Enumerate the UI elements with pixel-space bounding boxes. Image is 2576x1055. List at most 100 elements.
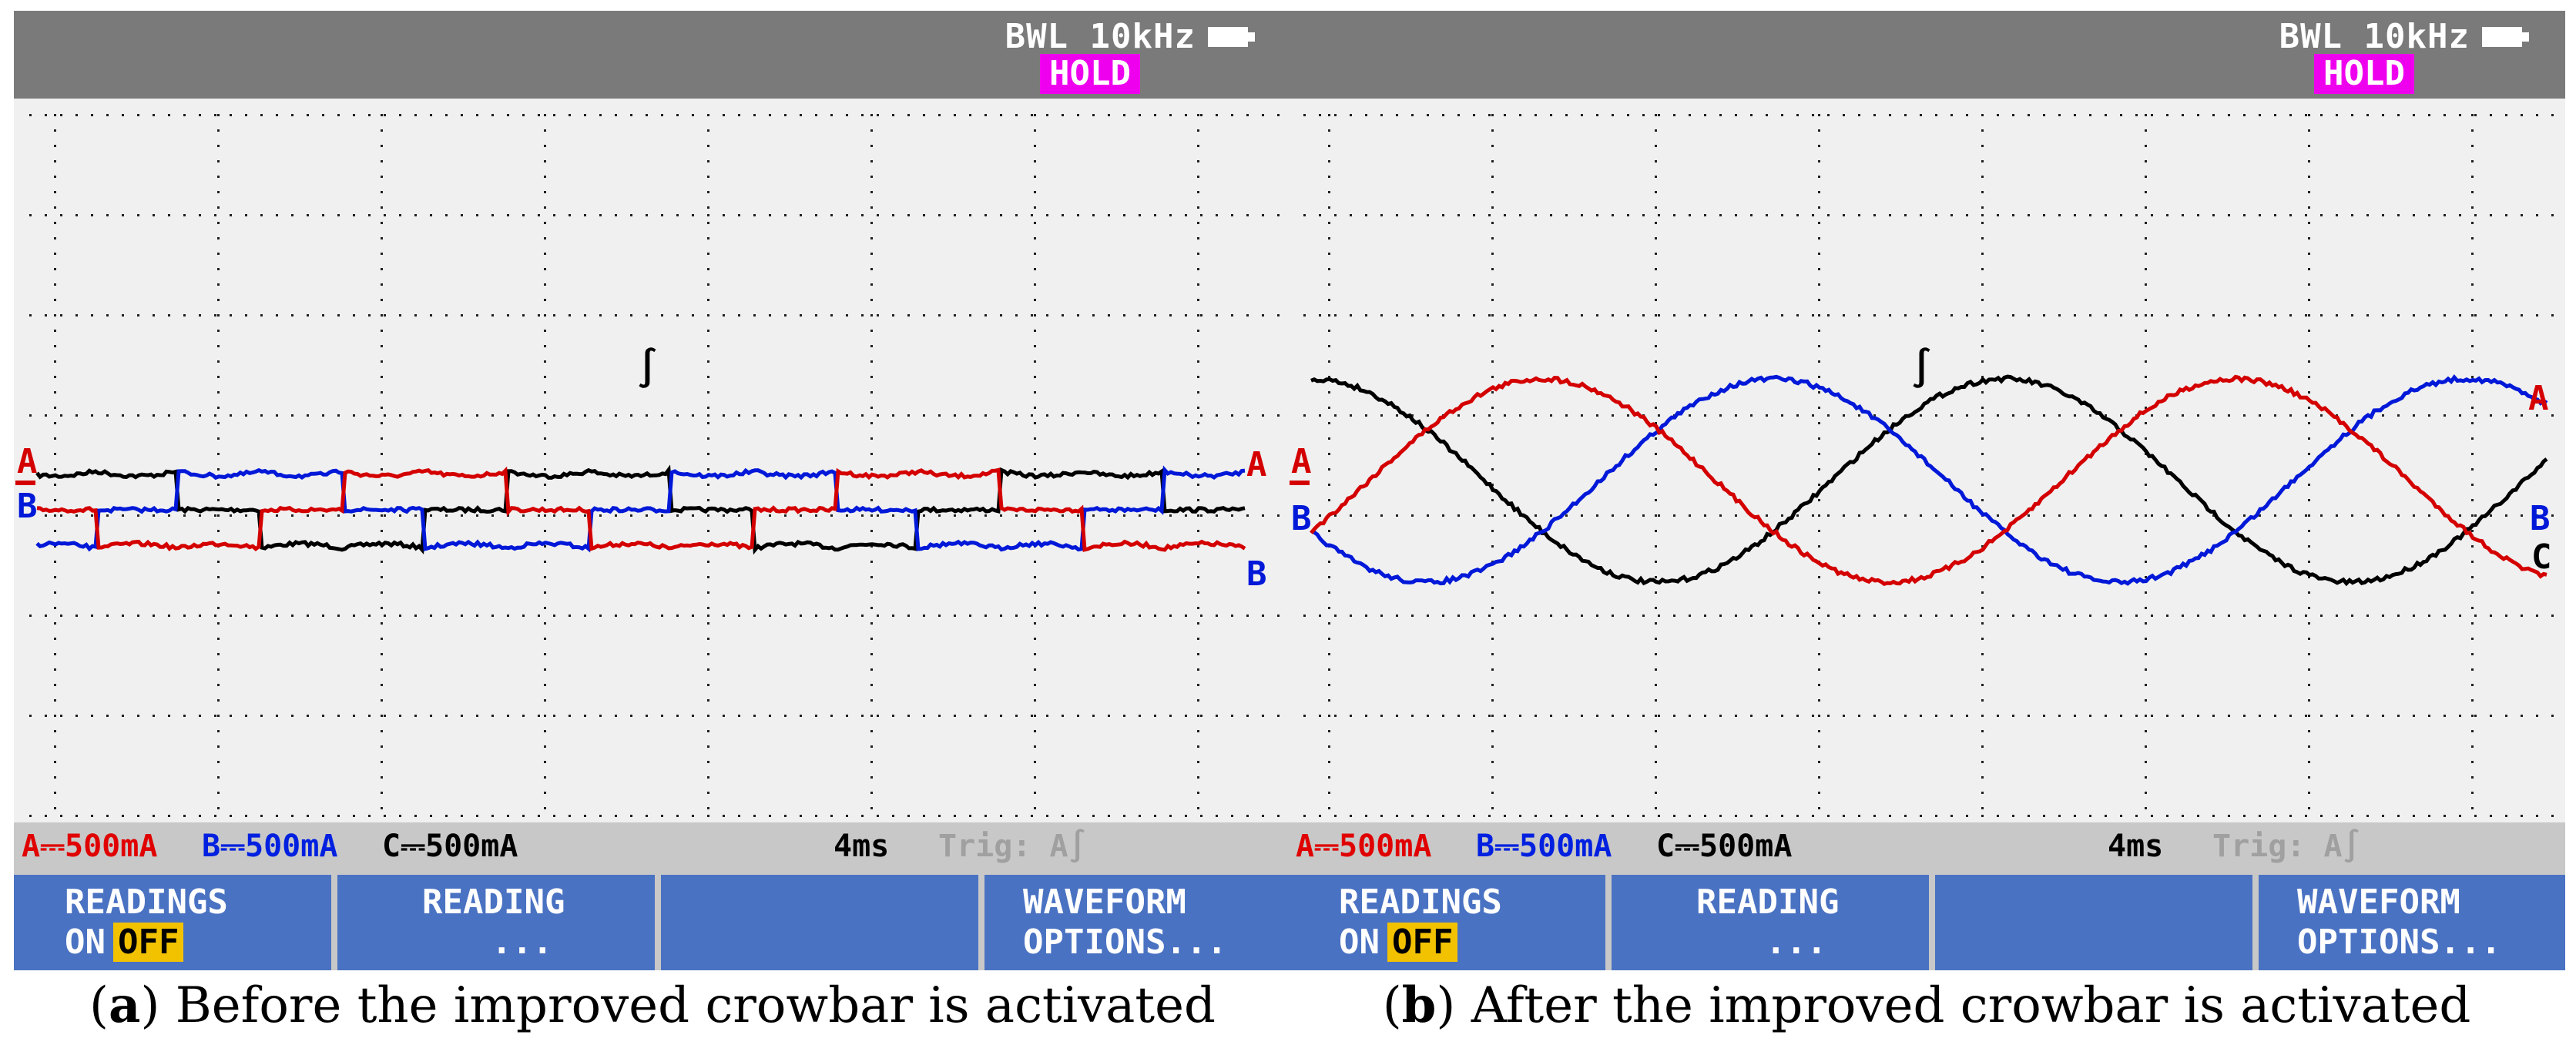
grid-dot xyxy=(1246,615,1249,617)
grid-dot xyxy=(538,715,540,717)
grid-dot xyxy=(1154,414,1156,417)
grid-dot xyxy=(707,422,709,424)
grid-dot xyxy=(1981,815,1984,817)
grid-dot xyxy=(2028,314,2030,316)
grid-dot xyxy=(414,314,417,316)
reading-button[interactable]: READING ... xyxy=(1612,875,1929,970)
readings-label: READINGS xyxy=(1339,883,1502,922)
grid-dot xyxy=(630,815,632,817)
grid-dot xyxy=(1154,114,1156,116)
grid-dot xyxy=(245,715,247,717)
empty-softkey[interactable] xyxy=(1935,875,2252,970)
grid-dot xyxy=(938,815,941,817)
grid-dot xyxy=(2308,453,2310,455)
grid-dot xyxy=(2145,484,2147,486)
grid-dot xyxy=(538,414,540,417)
grid-dot xyxy=(2413,114,2415,116)
grid-dot xyxy=(815,414,817,417)
grid-dot xyxy=(1154,214,1156,216)
grid-dot xyxy=(1034,684,1036,686)
readings-toggle-button[interactable]: READINGS ON OFF xyxy=(14,875,331,970)
grid-dot xyxy=(2471,761,2474,763)
grid-dot xyxy=(1655,422,1657,424)
grid-dot xyxy=(870,191,873,193)
grid-dot xyxy=(1981,745,1984,748)
grid-dot xyxy=(815,715,817,717)
grid-dot xyxy=(214,214,216,216)
grid-dot xyxy=(1719,114,1722,116)
grid-dot xyxy=(1328,638,1330,640)
grid-dot xyxy=(954,715,956,717)
grid-dot xyxy=(1655,745,1657,748)
grid-dot xyxy=(54,129,56,132)
grid-dot xyxy=(1818,253,1820,255)
grid-dot xyxy=(1277,514,1280,517)
grid-dot xyxy=(544,145,546,147)
empty-softkey[interactable] xyxy=(661,875,978,970)
grid-dot xyxy=(538,114,540,116)
grid-dot xyxy=(544,653,546,655)
grid-dot xyxy=(2243,214,2246,216)
grid-dot xyxy=(553,214,555,216)
grid-dot xyxy=(784,214,787,216)
grid-dot xyxy=(2145,391,2147,394)
grid-dot xyxy=(54,684,56,686)
channel-b-left-label: B xyxy=(1291,499,1312,538)
grid-dot xyxy=(2182,114,2184,116)
grid-dot xyxy=(381,268,383,270)
grid-dot xyxy=(217,468,220,471)
grid-dot xyxy=(723,514,725,517)
grid-dot xyxy=(461,114,463,116)
grid-dot xyxy=(307,514,309,517)
reading-button[interactable]: READING ... xyxy=(337,875,655,970)
grid-dot xyxy=(800,414,802,417)
grid-dot xyxy=(1818,514,1820,517)
grid-dot xyxy=(1535,414,1537,417)
waveform-options-button[interactable]: WAVEFORM OPTIONS... xyxy=(2259,875,2565,970)
grid-dot xyxy=(1031,114,1033,116)
reading-label: READING xyxy=(1696,883,1840,922)
grid-dot xyxy=(2490,314,2492,316)
grid-dot xyxy=(1843,715,1845,717)
grid-dot xyxy=(1796,214,1799,216)
grid-dot xyxy=(476,514,478,517)
grid-dot xyxy=(2212,114,2215,116)
grid-dot xyxy=(870,576,873,578)
grid-dot xyxy=(707,283,709,286)
grid-dot xyxy=(1169,414,1172,417)
grid-dot xyxy=(544,191,546,193)
grid-dot xyxy=(599,514,602,517)
grid-dot xyxy=(2471,792,2474,794)
readings-toggle-button[interactable]: READINGS ON OFF xyxy=(1288,875,1605,970)
grid-dot xyxy=(1818,299,1820,301)
grid-dot xyxy=(337,314,340,316)
waveform-options-button[interactable]: WAVEFORM OPTIONS... xyxy=(984,875,1291,970)
grid-dot xyxy=(707,160,709,162)
grid-dot xyxy=(2074,514,2076,517)
grid-dot xyxy=(1766,815,1768,817)
grid-dot xyxy=(923,514,925,517)
grid-dot xyxy=(2145,761,2147,763)
caption-b: (b) After the improved crowbar is activa… xyxy=(1382,976,2471,1034)
grid-dot xyxy=(870,145,873,147)
grid-dot xyxy=(2166,815,2168,817)
grid-dot xyxy=(1719,715,1722,717)
grid-dot xyxy=(1981,237,1984,239)
bwl-label: BWL 10kHz xyxy=(1005,17,1196,56)
reading-label: READING xyxy=(422,883,565,922)
grid-dot xyxy=(2197,414,2199,417)
trace-phase-a xyxy=(1310,374,2547,587)
grid-dot xyxy=(2151,414,2153,417)
grid-dot xyxy=(1818,668,1820,671)
grid-dot xyxy=(1981,807,1984,809)
grid-dot xyxy=(2336,214,2338,216)
grid-dot xyxy=(1197,622,1199,625)
grid-dot xyxy=(892,815,894,817)
grid-dot xyxy=(784,514,787,517)
grid-dot xyxy=(1197,176,1199,178)
grid-dot xyxy=(2471,437,2474,440)
waveform-display: ∫ A B A B xyxy=(14,99,1291,822)
grid-dot xyxy=(2308,314,2310,316)
grid-dot xyxy=(1457,815,1460,817)
grid-dot xyxy=(599,414,602,417)
